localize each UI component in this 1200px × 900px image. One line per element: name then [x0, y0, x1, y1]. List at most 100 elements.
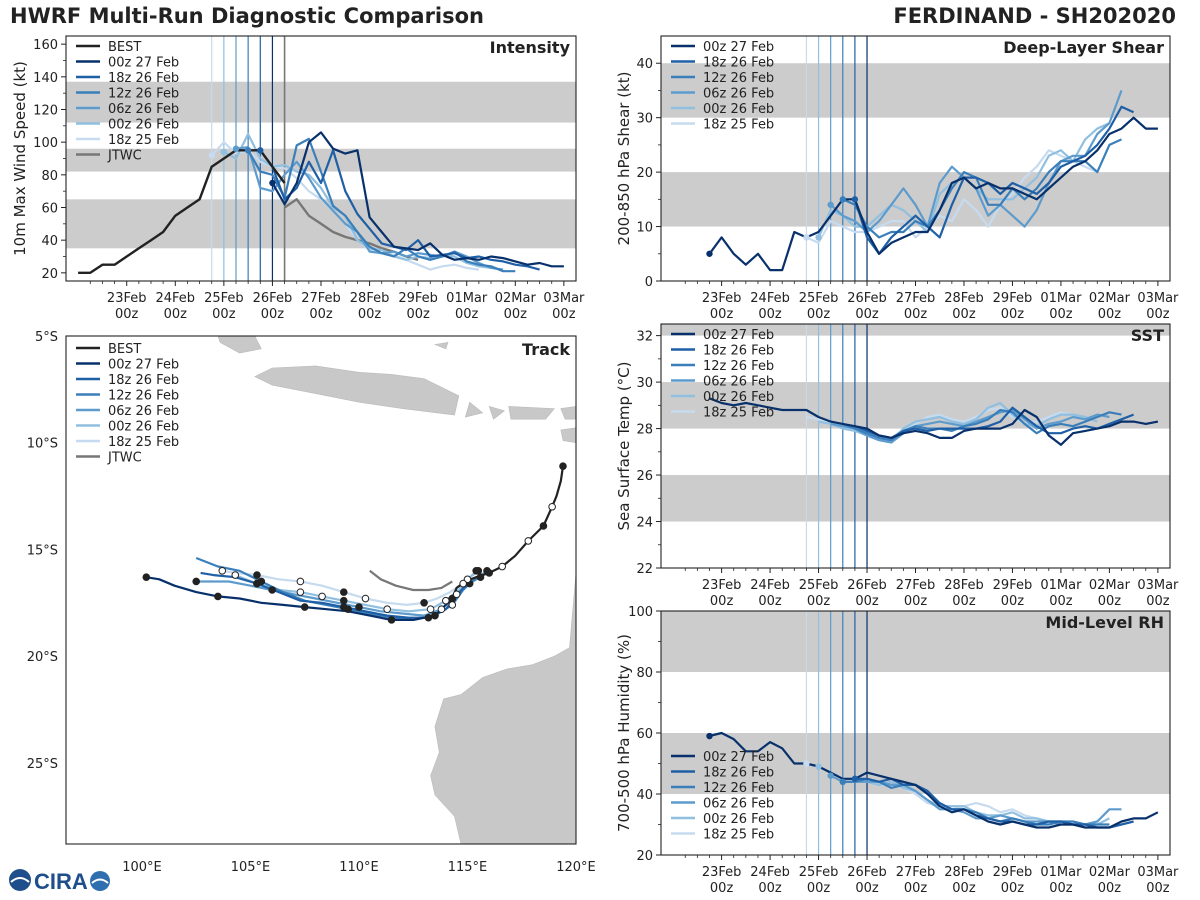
x-tick-label-date: 26Feb — [847, 578, 887, 593]
shaded-band — [661, 172, 1170, 227]
land-mass — [560, 406, 576, 420]
x-tick-label-hour: 00z — [807, 594, 831, 609]
y-tick-label: 32 — [636, 330, 653, 345]
x-tick-label-hour: 00z — [807, 881, 831, 896]
x-tick-label-date: 23Feb — [107, 291, 147, 306]
land-mass — [430, 572, 576, 844]
panel-track: 100°E 105°E 110°E 115°E 120°E 5°S 10°S 15°S 20°S… — [27, 330, 596, 875]
x-tick-label-date: 25Feb — [799, 865, 839, 880]
x-tick-label-hour: 00z — [212, 307, 236, 322]
x-tick-label-date: 01Mar — [446, 291, 488, 306]
init-point-00z-27-feb — [706, 732, 713, 740]
panel-title: Deep-Layer Shear — [1003, 38, 1164, 57]
y-axis-label: 200-850 hPa Shear (kt) — [615, 72, 633, 246]
y-tick-label: 26 — [636, 469, 653, 484]
legend-label: 18z 25 Feb — [108, 435, 179, 450]
track-position-marker — [548, 502, 556, 511]
panel-sst: 22242628303223Feb00z24Feb00z25Feb00z26Fe… — [615, 323, 1179, 609]
y-tick-label: 60 — [41, 202, 58, 217]
y-tick-label: 80 — [636, 666, 653, 681]
lat-tick-label: 10°S — [27, 437, 58, 452]
x-tick-label-date: 01Mar — [1040, 578, 1082, 593]
x-tick-label-hour: 00z — [1049, 881, 1073, 896]
legend-label: 06z 26 Feb — [703, 87, 774, 102]
x-tick-label-hour: 00z — [1049, 594, 1073, 609]
lon-tick-label: 120°E — [556, 860, 596, 875]
series-line-00z-27-feb — [709, 731, 1159, 829]
x-tick-label-hour: 00z — [406, 307, 430, 322]
x-tick-label-date: 24Feb — [156, 291, 196, 306]
legend-label: 06z 26 Feb — [108, 404, 179, 419]
legend-label: 00z 26 Feb — [703, 390, 774, 405]
legend-label: 00z 27 Feb — [703, 40, 774, 55]
x-tick-label-date: 02Mar — [1089, 291, 1131, 306]
y-tick-label: 20 — [636, 166, 653, 181]
track-position-marker — [431, 611, 439, 620]
legend-label: 06z 26 Feb — [703, 797, 774, 812]
axes-frame — [65, 335, 577, 845]
legend-label: BEST — [108, 40, 141, 55]
track-position-marker — [426, 605, 435, 614]
x-tick-label-hour: 00z — [504, 307, 528, 322]
y-tick-label: 40 — [636, 788, 653, 803]
y-tick-label: 0 — [645, 275, 653, 290]
y-axis-label: 10m Max Wind Speed (kt) — [11, 61, 29, 256]
x-tick-label-hour: 00z — [552, 307, 576, 322]
y-tick-label: 20 — [636, 849, 653, 864]
y-tick-label: 30 — [636, 112, 653, 127]
y-tick-label: 24 — [636, 516, 653, 531]
y-tick-label: 160 — [33, 38, 58, 53]
legend-label: 18z 26 Feb — [703, 766, 774, 781]
x-tick-label-hour: 00z — [1098, 307, 1122, 322]
panel-shear: 01020304023Feb00z24Feb00z25Feb00z26Feb00… — [615, 35, 1179, 322]
legend-label: 00z 26 Feb — [108, 420, 179, 435]
x-tick-label-date: 27Feb — [896, 865, 936, 880]
legend-label: 00z 27 Feb — [108, 358, 179, 373]
init-point-12z-26-feb — [839, 778, 846, 785]
init-point-18z-25-feb — [803, 760, 810, 767]
series-line-18z-25-feb — [805, 149, 1098, 244]
land-mass — [433, 342, 449, 350]
x-tick-label-date: 01Mar — [1040, 291, 1082, 306]
track-position-marker — [300, 603, 309, 611]
legend-label: 00z 27 Feb — [703, 328, 774, 343]
land-mass — [217, 336, 262, 354]
x-tick-label-hour: 00z — [855, 594, 879, 609]
shaded-band — [661, 63, 1170, 118]
init-point-18z-26-feb — [851, 775, 859, 782]
init-point-18z-26-feb — [851, 196, 859, 203]
init-point-12z-26-feb — [839, 196, 846, 203]
x-tick-label-hour: 00z — [455, 307, 479, 322]
y-tick-label: 100 — [33, 136, 58, 151]
legend-label: 00z 26 Feb — [108, 118, 179, 133]
y-tick-label: 10 — [636, 221, 653, 236]
logo-text: CIRA — [34, 869, 88, 894]
track-position-marker — [253, 571, 261, 579]
track-position-marker — [344, 605, 352, 614]
x-tick-label-date: 03Mar — [1137, 865, 1179, 880]
shaded-band — [661, 324, 1170, 336]
y-tick-label: 28 — [636, 423, 653, 438]
x-tick-label-hour: 00z — [904, 881, 928, 896]
x-tick-label-hour: 00z — [1146, 881, 1170, 896]
legend-label: 00z 27 Feb — [703, 750, 774, 765]
legend-label: 12z 26 Feb — [703, 71, 774, 86]
y-tick-label: 140 — [33, 71, 58, 86]
x-tick-label-hour: 00z — [164, 307, 188, 322]
track-position-marker — [268, 586, 276, 594]
series-line-00z-27-feb — [709, 397, 1159, 446]
series-line-18z-26-feb — [853, 105, 1135, 255]
series-line-18z-26-feb — [854, 406, 1134, 439]
lon-tick-label: 110°E — [339, 860, 379, 875]
land-mass — [488, 405, 506, 420]
legend-label: 18z 26 Feb — [703, 56, 774, 71]
track-position-marker — [387, 616, 396, 624]
x-tick-label-hour: 00z — [309, 307, 333, 322]
x-tick-label-date: 25Feb — [799, 578, 839, 593]
track-position-marker — [383, 605, 391, 614]
y-tick-label: 100 — [628, 605, 653, 620]
legend-label: 00z 26 Feb — [703, 102, 774, 117]
y-tick-label: 30 — [636, 376, 653, 391]
track-line-jtwc — [369, 569, 453, 592]
track-position-marker — [437, 605, 446, 614]
